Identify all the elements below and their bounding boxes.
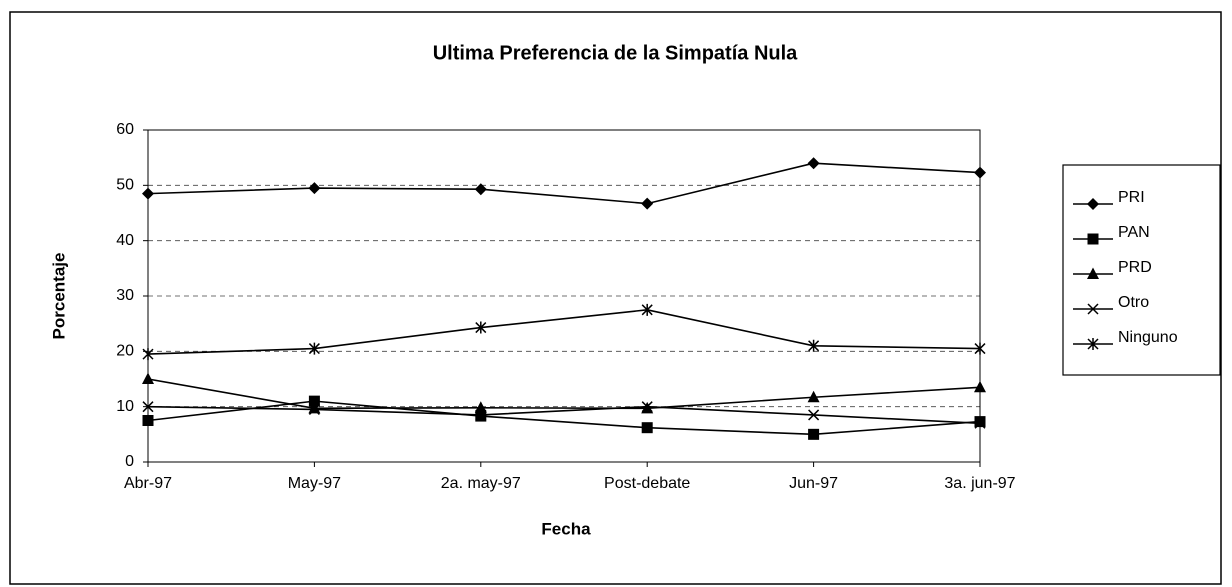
chart-frame <box>9 11 1222 585</box>
data-point <box>808 428 820 440</box>
y-tick-label: 40 <box>116 232 134 249</box>
data-point <box>808 409 820 421</box>
x-tick-label: May-97 <box>288 475 341 492</box>
data-point <box>475 409 487 421</box>
x-tick-label: Post-debate <box>604 475 690 492</box>
series-line <box>147 400 981 436</box>
y-tick-label: 60 <box>116 121 134 138</box>
data-point <box>308 342 320 355</box>
legend-marker <box>1087 267 1099 279</box>
data-point <box>308 401 321 414</box>
legend-marker <box>1087 303 1099 315</box>
series-line <box>147 405 981 425</box>
legend-label: PAN <box>1118 224 1150 241</box>
data-point <box>974 380 986 393</box>
x-axis-title: Fecha <box>541 519 591 538</box>
legend-marker <box>1087 338 1099 350</box>
chart-title: Ultima Preferencia de la Simpatía Nula <box>433 42 798 64</box>
x-tick-label: Abr-97 <box>124 475 172 492</box>
series-line <box>147 378 981 410</box>
data-point <box>641 197 654 210</box>
data-point <box>808 339 820 352</box>
y-tick-label: 0 <box>125 453 134 470</box>
data-point <box>974 416 986 428</box>
legend-label: PRD <box>1118 259 1152 276</box>
series-line <box>147 162 981 205</box>
data-point <box>974 342 986 355</box>
y-tick-label: 50 <box>116 177 134 194</box>
data-point <box>474 183 487 196</box>
x-tick-label: Jun-97 <box>789 475 838 492</box>
series-line <box>147 309 981 355</box>
data-point <box>974 417 986 429</box>
data-point <box>807 390 820 403</box>
data-point <box>308 403 320 415</box>
legend-label: Ninguno <box>1118 329 1178 346</box>
y-axis-title: Porcentaje <box>49 253 68 340</box>
data-point <box>807 157 820 170</box>
data-point <box>474 401 487 413</box>
data-point <box>974 166 986 179</box>
data-point <box>641 422 653 434</box>
y-tick-label: 20 <box>116 343 134 360</box>
legend-marker <box>1087 198 1099 210</box>
data-point <box>308 182 321 195</box>
y-tick-label: 10 <box>116 398 134 415</box>
data-point <box>142 187 154 200</box>
data-point <box>142 372 154 384</box>
data-point <box>475 321 487 334</box>
legend-marker <box>1087 233 1099 245</box>
x-tick-label: 2a. may-97 <box>441 475 521 492</box>
data-point <box>641 303 653 316</box>
data-point <box>142 415 154 426</box>
y-tick-label: 30 <box>116 287 134 304</box>
data-point <box>641 401 653 413</box>
data-point <box>475 410 487 422</box>
x-tick-label: 3a. jun-97 <box>944 475 1015 492</box>
legend-label: PRI <box>1118 189 1145 206</box>
data-point <box>142 401 154 413</box>
legend-label: Otro <box>1118 294 1149 311</box>
data-point <box>142 348 154 361</box>
plot-frame <box>147 129 981 463</box>
data-point <box>308 395 320 407</box>
